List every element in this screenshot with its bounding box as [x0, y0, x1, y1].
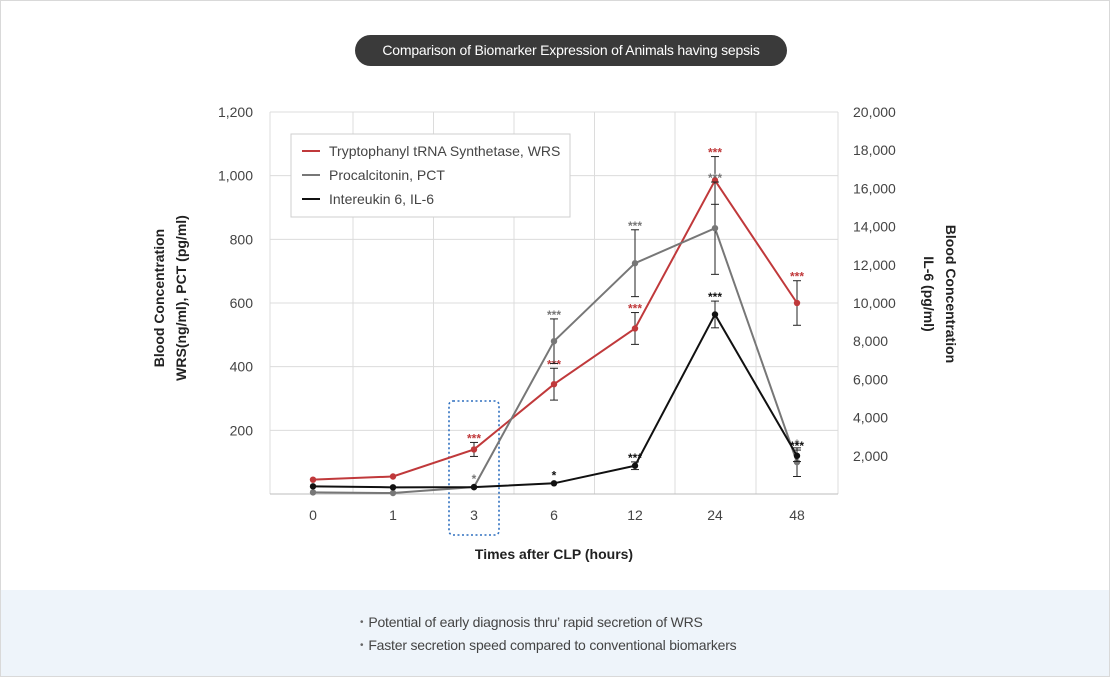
- y-left-title-line: WRS(ng/ml), PCT (pg/ml): [173, 215, 189, 381]
- significance-label: *: [472, 472, 477, 486]
- data-point: [550, 480, 558, 487]
- x-tick-label: 48: [789, 507, 805, 523]
- data-point: [711, 311, 719, 318]
- chart-title: Comparison of Biomarker Expression of An…: [355, 35, 787, 66]
- note-item: Potential of early diagnosis thru’ rapid…: [360, 611, 736, 634]
- data-point: [793, 299, 801, 307]
- y-right-title-line: IL-6 (pg/ml): [921, 256, 937, 331]
- series-1: ***********: [309, 171, 801, 497]
- significance-label: ***: [790, 439, 804, 453]
- significance-label: *: [795, 437, 800, 451]
- y-left-tick-label: 200: [230, 422, 254, 438]
- y-right-tick-label: 4,000: [853, 410, 888, 426]
- x-tick-label: 12: [627, 507, 643, 523]
- legend-box: [290, 133, 571, 218]
- x-tick-label: 24: [707, 507, 723, 523]
- data-point: [389, 489, 397, 497]
- y-right-tick-label: 14,000: [853, 219, 896, 235]
- data-point: [470, 446, 478, 453]
- y-left-axis-title: Blood Concentration WRS(ng/ml), PCT (pg/m…: [151, 215, 189, 381]
- y-left-title-line: Blood Concentration: [151, 229, 167, 367]
- x-tick-label: 0: [309, 507, 317, 523]
- y-right-title-line: Blood Concentration: [943, 225, 959, 363]
- significance-label: ***: [708, 146, 722, 160]
- x-tick-label: 3: [470, 507, 478, 523]
- series-2: **********: [309, 290, 804, 491]
- biomarker-line-chart: 200 400 600 800 1,000 1,200 2,000 4,000 6,000 8,0…: [151, 104, 959, 562]
- y-left-tick-label: 1,000: [218, 168, 253, 184]
- y-left-tick-label: 600: [230, 295, 254, 311]
- data-point: [793, 452, 801, 459]
- y-right-tick-label: 2,000: [853, 448, 888, 464]
- data-point: [389, 473, 397, 480]
- significance-label: ***: [628, 302, 642, 316]
- data-point: [550, 338, 558, 345]
- notes-list: Potential of early diagnosis thru’ rapid…: [360, 611, 736, 657]
- y-right-tick-label: 18,000: [853, 142, 896, 158]
- y-left-tick-label: 400: [230, 359, 254, 375]
- data-point: [793, 458, 801, 466]
- y-right-tick-label: 12,000: [853, 257, 896, 273]
- y-left-tick-label: 800: [230, 231, 254, 247]
- note-item: Faster secretion speed compared to conve…: [360, 634, 736, 657]
- y-right-tick-label: 8,000: [853, 333, 888, 349]
- legend: Tryptophanyl tRNA Synthetase, WRS Procalc…: [290, 133, 571, 218]
- data-point: [309, 489, 317, 496]
- significance-label: ***: [708, 290, 722, 304]
- axes: 200 400 600 800 1,000 1,200 2,000 4,000 6,000 8,0…: [218, 104, 896, 523]
- legend-label: Intereukin 6, IL-6: [329, 191, 434, 207]
- data-point: [550, 380, 558, 388]
- series-group: ************************************: [309, 146, 804, 497]
- data-point: [309, 483, 317, 490]
- x-tick-label: 1: [389, 507, 397, 523]
- series-0: ***************: [309, 146, 804, 483]
- legend-label: Tryptophanyl tRNA Synthetase, WRS: [329, 143, 560, 159]
- significance-label: ***: [790, 270, 804, 284]
- data-point: [711, 224, 719, 232]
- legend-label: Procalcitonin, PCT: [329, 167, 445, 183]
- data-point: [631, 325, 639, 332]
- significance-label: ***: [467, 431, 481, 445]
- significance-label: ***: [628, 451, 642, 465]
- y-right-tick-label: 16,000: [853, 180, 896, 196]
- significance-label: *: [552, 468, 557, 482]
- y-right-axis-title: Blood Concentration IL-6 (pg/ml): [921, 225, 959, 363]
- data-point: [389, 484, 397, 491]
- significance-label: ***: [547, 357, 561, 371]
- y-right-tick-label: 20,000: [853, 104, 896, 120]
- axis-labels: Times after CLP (hours) Blood Concentrati…: [151, 215, 959, 562]
- data-point: [631, 260, 639, 267]
- data-point: [631, 462, 639, 469]
- data-point: [470, 483, 478, 491]
- y-right-tick-label: 10,000: [853, 295, 896, 311]
- significance-label: ***: [547, 308, 561, 322]
- y-right-tick-label: 6,000: [853, 371, 888, 387]
- significance-label: ***: [628, 219, 642, 233]
- data-point: [309, 476, 317, 483]
- significance-label: ***: [708, 171, 722, 185]
- x-axis-title: Times after CLP (hours): [475, 546, 633, 562]
- y-left-tick-label: 1,200: [218, 104, 253, 120]
- x-tick-label: 6: [550, 507, 558, 523]
